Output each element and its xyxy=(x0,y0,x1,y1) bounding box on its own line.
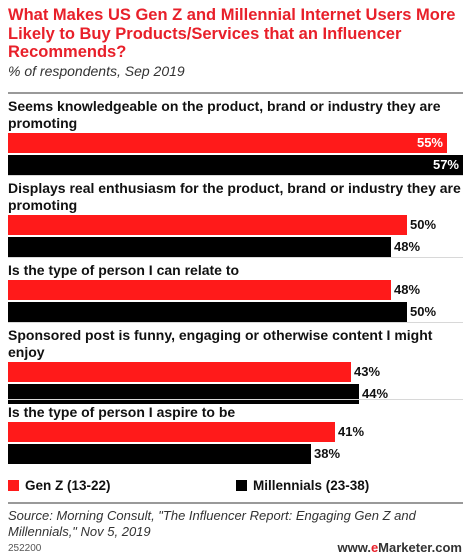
brand-prefix: www. xyxy=(337,540,371,555)
chart-id: 252200 xyxy=(8,543,42,554)
legend-label-millennials: Millennials (23-38) xyxy=(253,478,370,493)
bar-millennials xyxy=(8,155,463,175)
legend-item-gen-z: Gen Z (13-22) xyxy=(8,478,111,493)
category-divider xyxy=(8,399,463,400)
bar-gen-z xyxy=(8,422,335,442)
category-divider xyxy=(8,257,463,258)
chart-title: What Makes US Gen Z and Millennial Inter… xyxy=(8,6,456,61)
brand-rest: Marketer.com xyxy=(378,540,462,555)
bar-gen-z xyxy=(8,215,407,235)
value-label-millennials: 57% xyxy=(432,157,459,172)
bar-millennials xyxy=(8,384,359,404)
top-rule xyxy=(8,92,463,94)
bar-millennials xyxy=(8,237,391,257)
value-label-gen-z: 50% xyxy=(410,217,437,232)
category-divider xyxy=(8,322,463,323)
bar-millennials xyxy=(8,444,311,464)
category-label: Is the type of person I aspire to be xyxy=(8,404,236,420)
legend-label-gen-z: Gen Z (13-22) xyxy=(25,478,111,493)
value-label-millennials: 48% xyxy=(394,239,421,254)
value-label-millennials: 44% xyxy=(362,386,389,401)
bar-millennials xyxy=(8,302,407,322)
category-label: Sponsored post is funny, engaging or oth… xyxy=(8,327,433,360)
emarketer-logo[interactable]: www.eMarketer.com xyxy=(337,540,462,555)
legend-swatch-gen-z xyxy=(8,480,19,491)
value-label-gen-z: 43% xyxy=(354,364,381,379)
value-label-gen-z: 55% xyxy=(416,135,443,150)
bottom-rule xyxy=(8,502,463,504)
legend-swatch-millennials xyxy=(236,480,247,491)
category-divider xyxy=(8,175,463,176)
value-label-millennials: 50% xyxy=(410,304,437,319)
value-label-gen-z: 48% xyxy=(394,282,421,297)
category-label: Displays real enthusiasm for the product… xyxy=(8,180,461,213)
brand-e: e xyxy=(370,540,379,555)
bar-gen-z xyxy=(8,280,391,300)
bar-gen-z xyxy=(8,362,351,382)
legend-item-millennials: Millennials (23-38) xyxy=(236,478,369,493)
bar-gen-z xyxy=(8,133,447,153)
chart-subtitle: % of respondents, Sep 2019 xyxy=(8,63,185,79)
value-label-gen-z: 41% xyxy=(338,424,365,439)
category-label: Is the type of person I can relate to xyxy=(8,262,240,278)
source-note: Source: Morning Consult, "The Influencer… xyxy=(8,508,416,539)
category-label: Seems knowledgeable on the product, bran… xyxy=(8,98,441,131)
value-label-millennials: 38% xyxy=(314,446,341,461)
